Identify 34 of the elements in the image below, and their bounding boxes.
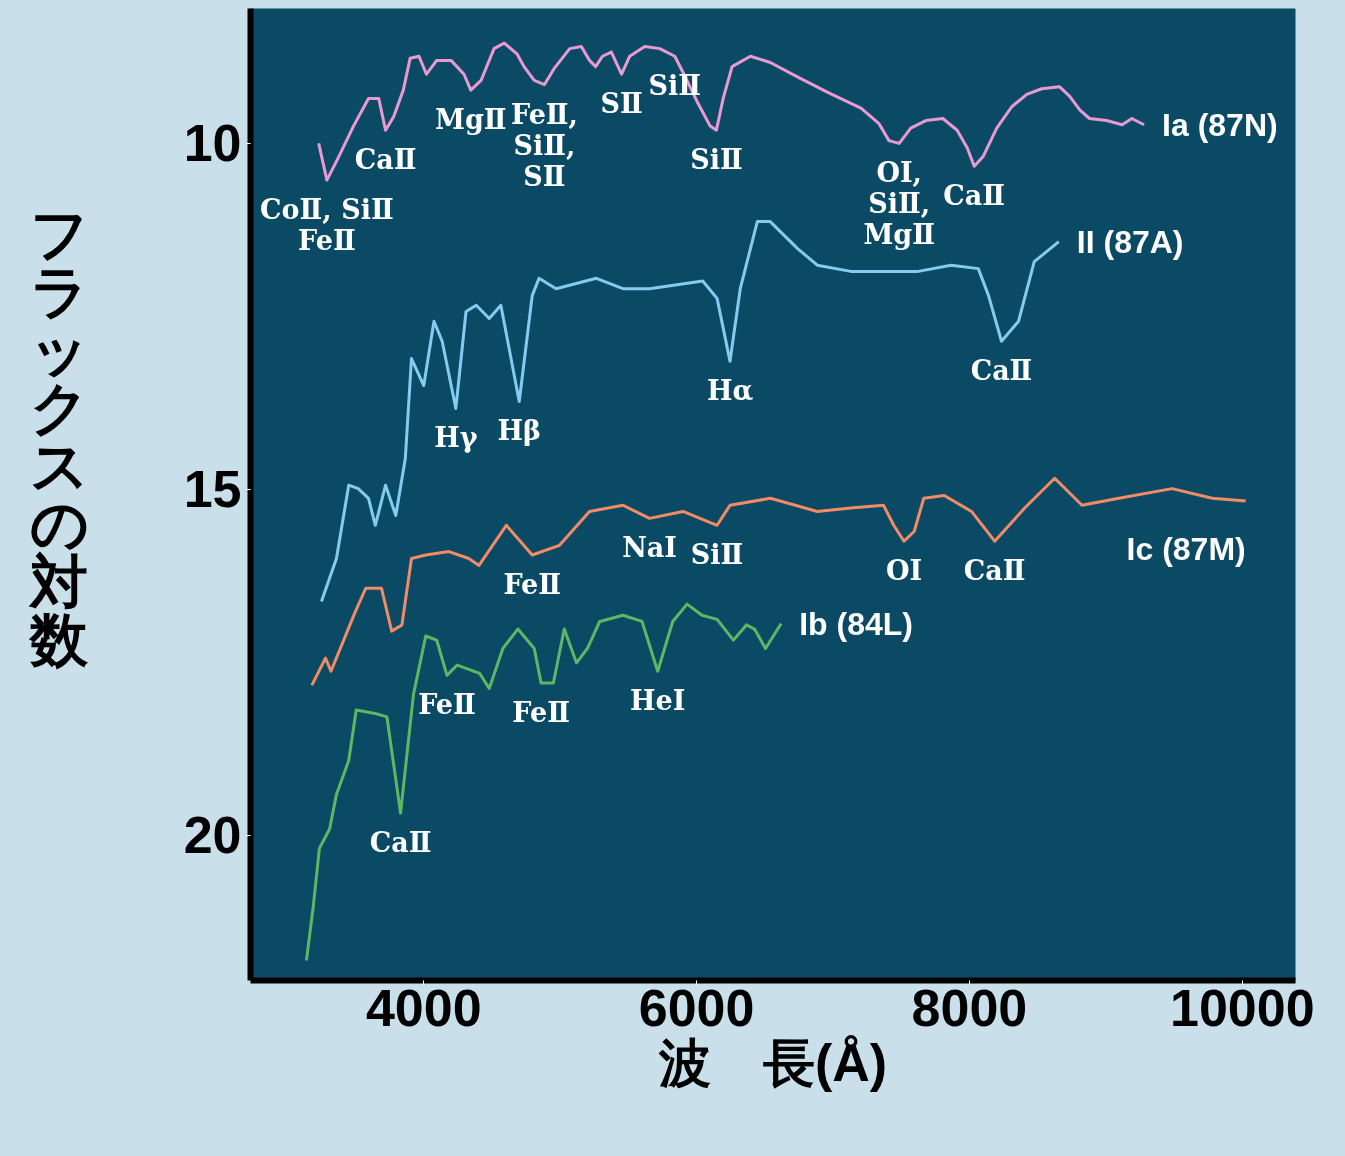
x-tick-label: 10000 [1170,978,1315,1037]
annotation: OI [885,555,923,587]
annotation: Hβ [497,415,541,447]
annotation: CaⅡ [970,355,1033,387]
annotation: Hγ [434,422,478,454]
annotation: CaⅡ [943,180,1006,212]
annotation: FeⅡ [512,697,570,729]
series-label: Ic (87M) [1126,531,1246,568]
annotation: HeI [630,685,686,717]
annotation: MgⅡ [435,104,507,136]
series-label: II (87A) [1076,223,1184,260]
line-series [310,476,1248,687]
annotation: CoⅡ, SiⅡ FeⅡ [260,194,394,257]
annotation: FeⅡ [503,569,562,601]
annotation: CaⅡ [369,827,432,859]
y-axis-title: フラックスの対数 [29,200,89,674]
series-label: Ib (84L) [799,605,913,642]
line-series [304,602,783,962]
y-tick-label: 15 [183,460,242,519]
annotation: SiⅡ [690,539,744,571]
annotation: CaⅡ [963,555,1026,587]
annotation: FeⅡ, SiⅡ, SⅡ [510,98,579,192]
annotation: SⅡ [600,88,643,120]
y-tick-label: 10 [183,114,242,173]
y-tick-label: 20 [183,806,242,865]
x-tick-label: 8000 [911,978,1028,1037]
series-label: Ia (87N) [1162,106,1278,143]
annotation: Hα [706,375,754,407]
annotation: CaⅡ [354,144,417,176]
annotation: FeⅡ [418,689,476,721]
annotation: OI, SiⅡ, MgⅡ [863,157,935,251]
x-tick-label: 4000 [365,978,482,1037]
annotation: SiⅡ [690,144,743,176]
annotation: NaI [622,532,677,564]
